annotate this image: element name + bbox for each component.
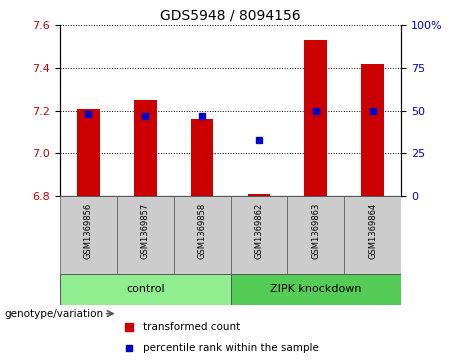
Bar: [361, 64, 384, 196]
Bar: [230, 274, 401, 305]
Text: GSM1369857: GSM1369857: [141, 202, 150, 258]
Bar: [60, 196, 117, 274]
Text: GSM1369858: GSM1369858: [198, 202, 207, 258]
Bar: [77, 109, 100, 196]
Text: transformed count: transformed count: [143, 322, 240, 332]
Bar: [60, 274, 230, 305]
Bar: [134, 100, 157, 196]
Bar: [248, 194, 270, 196]
Text: ZIPK knockdown: ZIPK knockdown: [270, 285, 361, 294]
Text: GSM1369862: GSM1369862: [254, 202, 263, 258]
Bar: [191, 119, 213, 196]
Text: GSM1369856: GSM1369856: [84, 202, 93, 258]
Bar: [344, 196, 401, 274]
Text: control: control: [126, 285, 165, 294]
Text: GSM1369863: GSM1369863: [311, 202, 320, 259]
Text: percentile rank within the sample: percentile rank within the sample: [143, 343, 319, 354]
Bar: [287, 196, 344, 274]
Bar: [174, 196, 230, 274]
Bar: [117, 196, 174, 274]
Text: genotype/variation: genotype/variation: [5, 309, 104, 319]
Bar: [304, 40, 327, 196]
Title: GDS5948 / 8094156: GDS5948 / 8094156: [160, 9, 301, 23]
Text: GSM1369864: GSM1369864: [368, 202, 377, 258]
Bar: [230, 196, 287, 274]
